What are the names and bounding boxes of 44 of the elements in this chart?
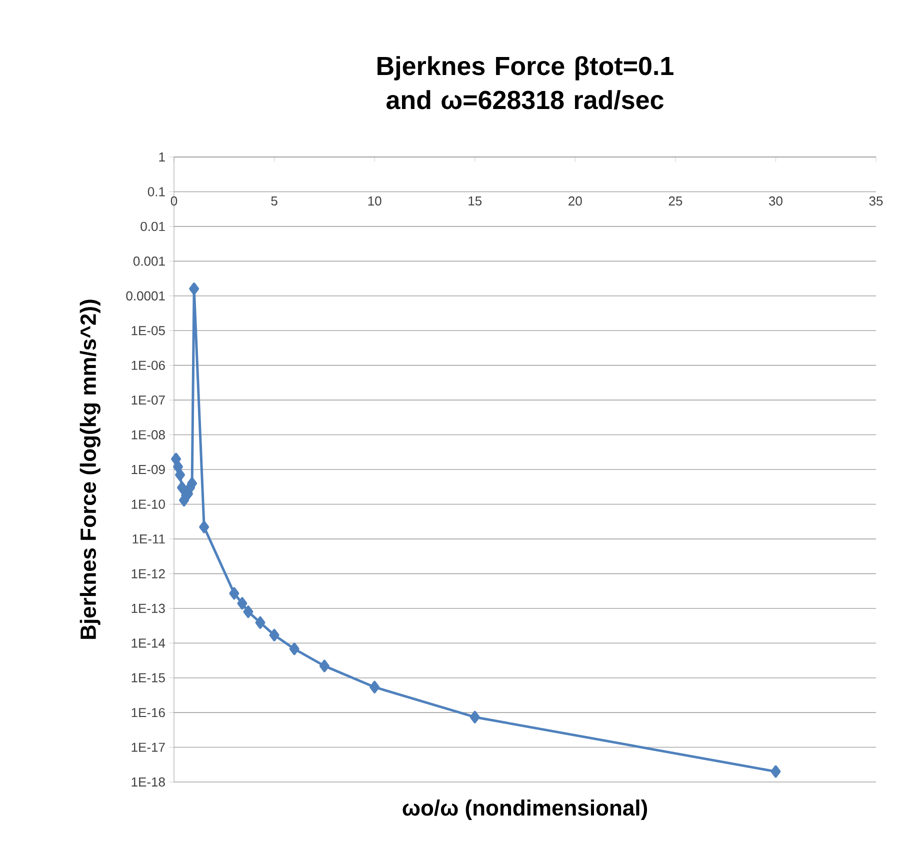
point [189,282,200,296]
x-tick-label: 35 [869,196,883,206]
point [319,660,330,672]
y-tick-label: 1E-08 [132,430,165,440]
x-tick-label: 5 [271,196,278,206]
point [177,481,188,494]
y-tick-label: 0.001 [133,256,165,266]
y-tick-label: 1E-13 [132,604,165,613]
chart-title: Bjerknes Force βtot=0.1 and ω=628318 rad/sec [378,56,674,110]
x-tick-label: 30 [768,196,782,206]
x-tick-label: 15 [468,196,482,206]
point [269,628,280,642]
x-tick-label: 0 [170,196,178,206]
y-tick-label: 1E-11 [132,534,165,544]
point [199,520,210,534]
y-tick-label: 1E-09 [132,464,165,474]
y-tick-label: 1E-06 [132,360,165,370]
y-tick-label: 1E-05 [132,326,165,336]
x-tick-label: 25 [668,196,682,206]
y-tick-label: 0.01 [140,222,165,232]
y-tick-label: 1E-18 [132,777,165,787]
y-tick-label: 1E-16 [132,708,165,718]
point [370,680,380,694]
y-tick-label: 1E-12 [132,569,165,578]
y-tick-label: 1E-07 [132,395,165,405]
y-tick-label: 1E-10 [132,500,165,509]
y-tick-label: 1 [159,152,165,162]
point [237,597,248,610]
point [255,616,266,629]
point [770,765,781,778]
point [289,642,300,656]
x-axis-title: ωo/ω (nondimensional) [402,800,648,820]
point [470,710,480,724]
point [229,587,240,600]
x-tick-label: 20 [568,196,582,206]
y-axis-title: Bjerknes Force (log(kg mm/s^2)) [80,300,100,639]
y-tick-label: 1E-14 [132,638,166,648]
y-tick-label: 1E-17 [132,742,165,752]
point [243,606,254,618]
y-tick-label: 0.0001 [126,291,165,300]
y-tick-label: 1E-15 [132,673,165,682]
point [175,468,186,482]
y-tick-label: 0.1 [148,187,165,196]
x-tick-label: 10 [368,196,382,206]
